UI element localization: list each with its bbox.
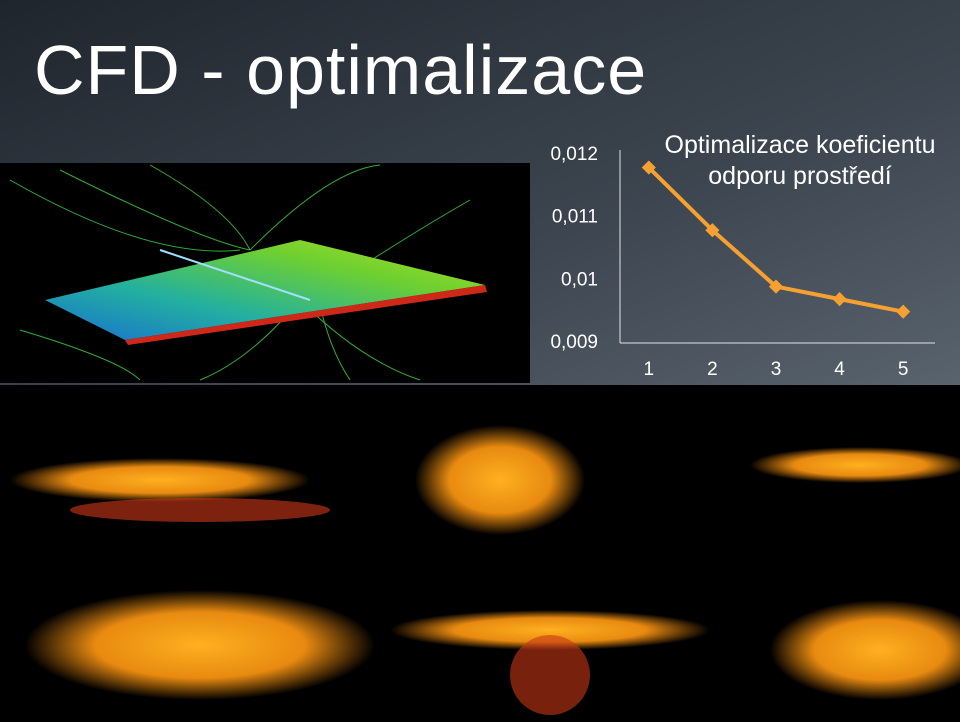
x-tick-label: 1 — [644, 359, 655, 380]
renders-image — [0, 385, 960, 722]
y-tick-label: 0,011 — [552, 207, 598, 228]
x-tick-label: 3 — [771, 359, 782, 380]
x-tick-label: 2 — [707, 359, 718, 380]
chart-title: Optimalizace koeficientu odporu prostřed… — [664, 131, 936, 190]
data-point — [641, 160, 656, 175]
y-tick-label: 0,01 — [561, 269, 598, 290]
y-tick-label: 0,012 — [550, 144, 598, 165]
data-point — [896, 304, 911, 319]
data-point — [705, 223, 720, 238]
x-tick-label: 4 — [834, 359, 845, 380]
data-point — [832, 292, 847, 307]
wing-image — [0, 163, 530, 383]
y-tick-label: 0,009 — [550, 332, 598, 353]
x-tick-label: 5 — [898, 359, 909, 380]
slide-title: CFD - optimalizace — [34, 31, 648, 109]
data-point — [768, 279, 784, 294]
